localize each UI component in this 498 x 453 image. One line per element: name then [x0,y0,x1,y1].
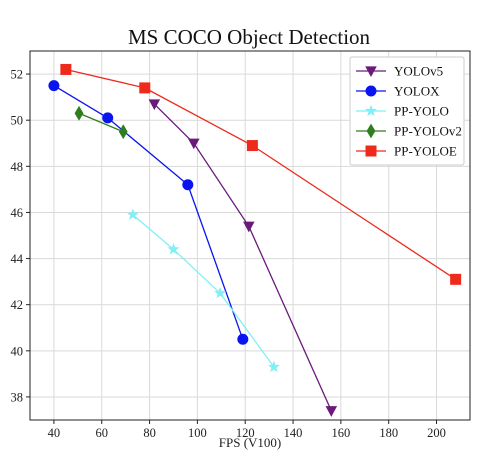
data-point-pp-yoloe [246,140,258,152]
data-point-pp-yolo [126,208,139,220]
data-point-yolox [182,179,194,191]
data-point-yolov5 [148,99,161,111]
data-point-pp-yoloe [60,63,72,75]
x-tick-label: 140 [284,426,303,440]
data-point-pp-yoloe [450,273,462,285]
legend-marker [364,104,378,117]
x-axis-ticks: 40 60 80 100 120 140 160 180 200 [48,420,446,440]
series-line-yolov5 [153,103,332,412]
series-line-pp-yolov2 [78,112,124,133]
x-tick-label: 100 [188,426,207,440]
x-tick-label: 60 [95,426,108,440]
y-axis-ticks: 38 40 42 44 46 48 50 52 [11,68,30,404]
x-tick-label: 120 [236,426,255,440]
legend-label: YOLOX [394,84,440,99]
legend-marker [365,85,377,97]
y-tick-label: 52 [11,68,24,82]
y-tick-label: 50 [11,114,24,128]
series-markers [48,63,462,417]
x-tick-label: 40 [48,426,61,440]
legend-box [349,56,465,166]
data-point-yolox [48,80,60,92]
grid [30,51,470,420]
y-tick-label: 38 [11,390,24,404]
x-tick-label: 80 [143,426,156,440]
data-point-pp-yolo [167,243,180,255]
legend-marker [365,66,377,78]
legend-marker [365,145,377,157]
data-point-pp-yolov2 [118,124,128,140]
y-tick-label: 44 [11,252,24,266]
data-point-yolox [102,112,114,124]
data-point-pp-yolov2 [74,105,84,121]
data-point-yolox [237,333,249,345]
x-tick-label: 200 [427,426,446,440]
data-point-pp-yolo [267,360,280,373]
x-axis-label: FPS (V100) [219,435,282,450]
data-point-yolov5 [243,221,255,233]
legend: YOLOv5 YOLOX PP-YOLO PP-YOLOv2 PP-YOLOE [349,56,465,166]
legend-label: PP-YOLOE [394,144,457,159]
data-point-pp-yolo [214,286,227,299]
legend-marker [366,123,376,139]
y-tick-label: 48 [11,160,24,174]
y-tick-label: 40 [11,344,24,358]
y-tick-label: 46 [11,206,24,220]
legend-label: PP-YOLOv2 [394,124,462,139]
legend-label: YOLOv5 [394,64,443,79]
data-point-yolov5 [188,138,200,150]
legend-label: PP-YOLO [394,104,449,119]
series-line-pp-yoloe [65,68,457,280]
chart-title: MS COCO Object Detection [128,25,371,49]
series-line-pp-yolo [132,214,275,368]
data-point-yolov5 [325,406,338,417]
x-tick-label: 180 [379,426,398,440]
y-tick-label: 42 [11,298,24,312]
x-tick-label: 160 [331,426,350,440]
series-lines [53,68,457,412]
plot-frame [29,50,471,421]
series-line-yolox [53,85,244,340]
data-point-pp-yoloe [139,82,151,94]
